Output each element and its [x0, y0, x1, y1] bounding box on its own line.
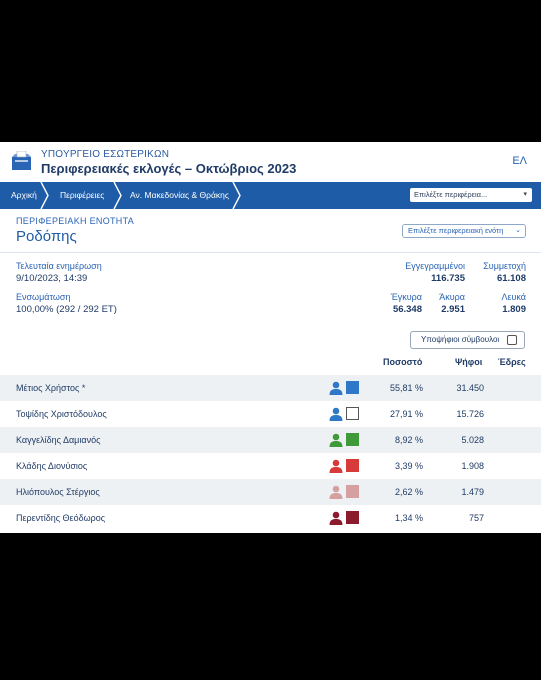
candidate-votes: 15.726 [456, 409, 484, 419]
column-header-votes: Ψήφοι [455, 357, 483, 367]
party-color-swatch [346, 459, 359, 472]
app-screen: ΥΠΟΥΡΓΕΙΟ ΕΣΩΤΕΡΙΚΩΝ Περιφερειακές εκλογ… [0, 142, 541, 533]
invalid-label: Άκυρα [439, 292, 465, 302]
breadcrumb-separator-icon [113, 182, 122, 209]
chevron-down-icon: ▾ [523, 191, 527, 198]
ballot-box-icon [12, 151, 31, 170]
blank-label: Λευκά [501, 292, 526, 302]
candidate-percent: 27,91 % [389, 409, 423, 419]
checkbox[interactable] [507, 335, 517, 345]
candidate-votes: 31.450 [456, 383, 484, 393]
party-color-swatch [346, 485, 359, 498]
person-icon [329, 459, 343, 473]
table-row[interactable]: Ηλιόπουλος Στέργιος 2,62 % 1.479 [0, 479, 541, 505]
breadcrumb: Αρχική Περιφέρειες Αν. Μακεδονίας & Θράκ… [0, 182, 541, 209]
turnout-value: 61.108 [496, 273, 526, 284]
page-header: ΥΠΟΥΡΓΕΙΟ ΕΣΩΤΕΡΙΚΩΝ Περιφερειακές εκλογ… [0, 142, 541, 182]
regional-unit-select-placeholder: Επιλέξτε περιφερειακή ενότη [408, 226, 504, 235]
candidate-votes: 1.479 [461, 487, 484, 497]
table-row[interactable]: Κλάδης Διονύσιος 3,39 % 1.908 [0, 453, 541, 479]
candidate-name: Μέτιος Χρήστος * [16, 383, 86, 393]
ministry-name: ΥΠΟΥΡΓΕΙΟ ΕΣΩΤΕΡΙΚΩΝ [41, 149, 170, 160]
person-icon [329, 433, 343, 447]
party-color-swatch [346, 381, 359, 394]
registered-label: Εγγεγραμμένοι [405, 261, 465, 271]
page-title[interactable]: Περιφερειακές εκλογές – Οκτώβριος 2023 [41, 161, 297, 176]
candidate-percent: 55,81 % [389, 383, 423, 393]
valid-label: Έγκυρα [390, 292, 422, 302]
candidate-councillors-toggle[interactable]: Υποψήφιοι σύμβουλοι [410, 331, 525, 349]
region-select-placeholder: Επιλέξτε περιφέρεια... [414, 190, 488, 199]
candidate-votes: 1.908 [461, 461, 484, 471]
candidate-councillors-label: Υποψήφιοι σύμβουλοι [421, 335, 500, 344]
table-row[interactable]: Μέτιος Χρήστος * 55,81 % 31.450 [0, 375, 541, 401]
candidate-votes: 757 [468, 513, 484, 523]
breadcrumb-region[interactable]: Αν. Μακεδονίας & Θράκης [130, 190, 229, 200]
last-update-value: 9/10/2023, 14:39 [16, 273, 88, 284]
table-row[interactable]: Τοψίδης Χριστόδουλος 27,91 % 15.726 [0, 401, 541, 427]
candidate-percent: 3,39 % [394, 461, 423, 471]
party-color-swatch [346, 407, 359, 420]
candidate-percent: 2,62 % [394, 487, 423, 497]
person-icon [329, 381, 343, 395]
registered-value: 116.735 [431, 273, 465, 284]
chevron-down-icon: ⌄ [515, 227, 521, 234]
regional-unit-name: Ροδόπης [16, 228, 77, 245]
person-icon [329, 407, 343, 421]
last-update-label: Τελευταία ενημέρωση [16, 261, 102, 271]
candidate-name: Καγγελίδης Δαμιανός [16, 435, 101, 445]
party-color-swatch [346, 433, 359, 446]
divider [0, 252, 541, 253]
invalid-value: 2.951 [441, 304, 465, 315]
candidate-name: Περεντίδης Θεόδωρος [16, 513, 106, 523]
person-icon [329, 511, 343, 525]
language-switch[interactable]: ΕΛ [512, 155, 527, 167]
column-header-seats: Έδρες [498, 357, 526, 367]
breadcrumb-separator-icon [232, 182, 241, 209]
person-icon [329, 485, 343, 499]
integration-label: Ενσωμάτωση [16, 292, 71, 302]
candidate-name: Ηλιόπουλος Στέργιος [16, 487, 100, 497]
valid-value: 56.348 [392, 304, 422, 315]
turnout-label: Συμμετοχή [483, 261, 526, 271]
breadcrumb-separator-icon [40, 182, 49, 209]
regional-unit-select[interactable]: Επιλέξτε περιφερειακή ενότη ⌄ [402, 224, 526, 238]
blank-value: 1.809 [502, 304, 526, 315]
candidate-percent: 8,92 % [394, 435, 423, 445]
candidate-name: Κλάδης Διονύσιος [16, 461, 88, 471]
table-row[interactable]: Καγγελίδης Δαμιανός 8,92 % 5.028 [0, 427, 541, 453]
breadcrumb-regions[interactable]: Περιφέρειες [60, 190, 105, 200]
region-select[interactable]: Επιλέξτε περιφέρεια... ▾ [410, 188, 532, 202]
column-header-percent: Ποσοστό [383, 357, 423, 367]
candidate-percent: 1,34 % [394, 513, 423, 523]
candidate-votes: 5.028 [461, 435, 484, 445]
table-row[interactable]: Περεντίδης Θεόδωρος 1,34 % 757 [0, 505, 541, 531]
candidate-name: Τοψίδης Χριστόδουλος [16, 409, 107, 419]
integration-value: 100,00% (292 / 292 ΕΤ) [16, 304, 117, 315]
section-label: ΠΕΡΙΦΕΡΕΙΑΚΗ ΕΝΟΤΗΤΑ [16, 216, 135, 226]
party-color-swatch [346, 511, 359, 524]
breadcrumb-home[interactable]: Αρχική [11, 190, 37, 200]
